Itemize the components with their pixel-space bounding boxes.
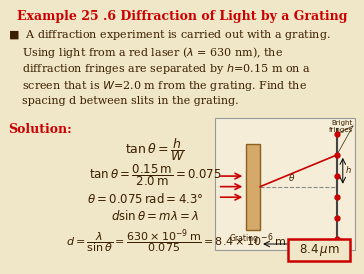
Text: h: h: [346, 166, 351, 175]
Text: Bright
fringes: Bright fringes: [329, 120, 353, 133]
Text: Using light from a red laser ($\lambda$ = 630 nm), the: Using light from a red laser ($\lambda$ …: [8, 45, 283, 60]
Bar: [215, 118, 355, 250]
Text: $\theta$: $\theta$: [288, 172, 295, 183]
Text: spacing d between slits in the grating.: spacing d between slits in the grating.: [8, 96, 239, 106]
Text: $\tan\theta = \dfrac{h}{W}$: $\tan\theta = \dfrac{h}{W}$: [125, 136, 185, 163]
Text: Grating: Grating: [230, 234, 259, 243]
Text: $8.4\,\mu\mathrm{m}$: $8.4\,\mu\mathrm{m}$: [299, 242, 339, 258]
Text: $d = \dfrac{\lambda}{\sin\theta} = \dfrac{630 \times 10^{-9}\,\mathrm{m}}{0.075}: $d = \dfrac{\lambda}{\sin\theta} = \dfra…: [66, 228, 298, 256]
Text: Example 25 .6 Diffraction of Light by a Grating: Example 25 .6 Diffraction of Light by a …: [17, 10, 347, 23]
Text: screen that is $W$=2.0 m from the grating. Find the: screen that is $W$=2.0 m from the gratin…: [8, 79, 307, 93]
Text: $\blacksquare$  A diffraction experiment is carried out with a grating.: $\blacksquare$ A diffraction experiment …: [8, 28, 331, 42]
Bar: [246, 144, 260, 230]
Text: $d\sin\theta = m\lambda = \lambda$: $d\sin\theta = m\lambda = \lambda$: [111, 209, 199, 223]
Text: w: w: [295, 249, 302, 258]
Text: $\tan\theta = \dfrac{0.15\,\mathrm{m}}{2.0\,\mathrm{m}} = 0.075$: $\tan\theta = \dfrac{0.15\,\mathrm{m}}{2…: [89, 162, 221, 188]
Text: Screen: Screen: [324, 239, 350, 248]
Text: diffraction fringes are separated by $h$=0.15 m on a: diffraction fringes are separated by $h$…: [8, 62, 311, 76]
Text: $\theta = 0.075\,\mathrm{rad} = 4.3°$: $\theta = 0.075\,\mathrm{rad} = 4.3°$: [87, 192, 203, 206]
Text: Solution:: Solution:: [8, 123, 72, 136]
Bar: [288, 239, 350, 261]
